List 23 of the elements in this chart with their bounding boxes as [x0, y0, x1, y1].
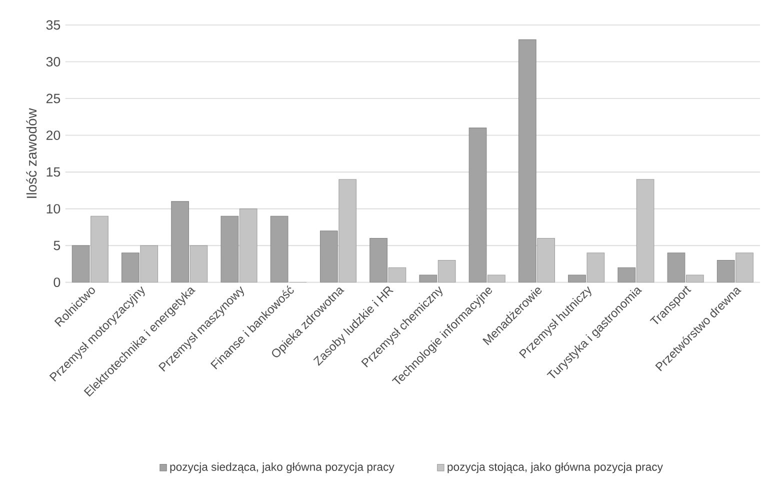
- bar: [338, 179, 357, 282]
- bar: [270, 216, 288, 282]
- legend-label: pozycja siedząca, jako główna pozycja pracy: [170, 462, 394, 474]
- bar: [636, 179, 654, 282]
- y-tick-label: 15: [46, 167, 60, 177]
- y-tick-label: 0: [54, 278, 60, 288]
- y-axis-title: Ilość zawodów: [26, 108, 37, 198]
- y-tick-label: 30: [46, 57, 60, 66]
- legend-label: pozycja stojąca, jako główna pozycja pracy: [448, 462, 663, 474]
- bar: [736, 252, 754, 282]
- y-tick-label: 25: [46, 94, 60, 104]
- y-tick-label: 10: [46, 204, 60, 214]
- bar: [586, 252, 605, 282]
- y-tick-label: 35: [46, 20, 60, 30]
- bar: [438, 260, 456, 282]
- bar: [140, 245, 158, 282]
- bar: [190, 245, 208, 282]
- bar: [537, 238, 555, 282]
- y-tick-label: 20: [46, 130, 60, 140]
- y-tick-label: 5: [54, 240, 60, 250]
- bar: [239, 208, 258, 282]
- bar: [388, 267, 406, 282]
- bar: [90, 216, 108, 282]
